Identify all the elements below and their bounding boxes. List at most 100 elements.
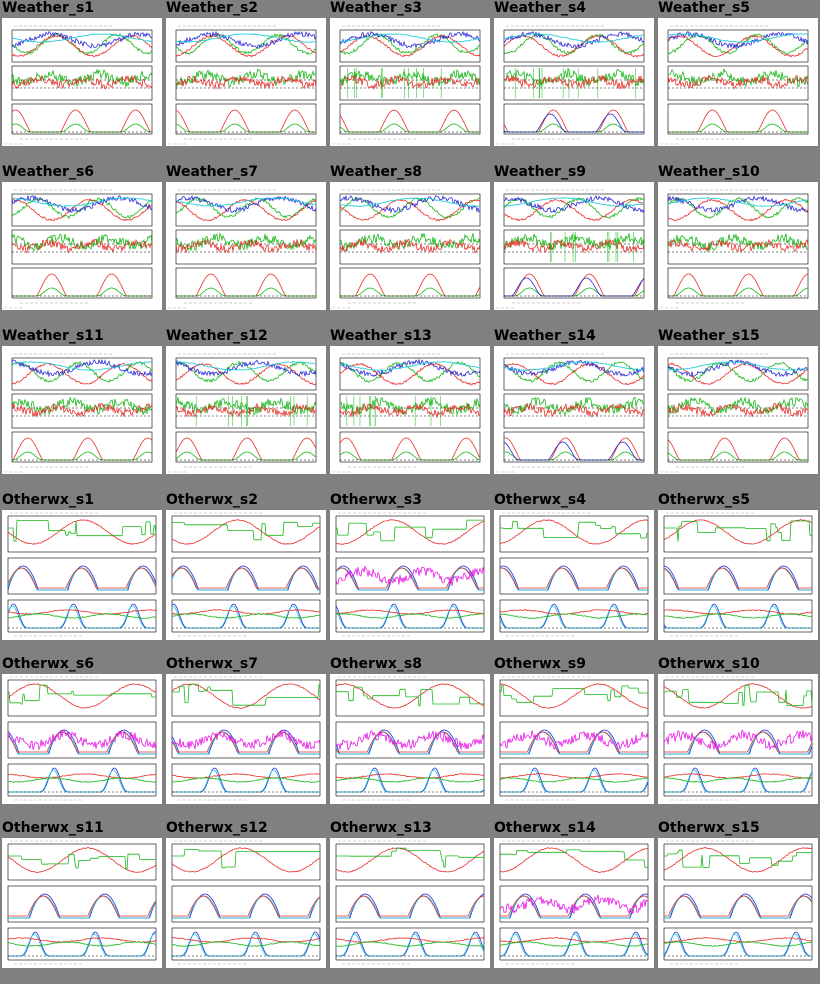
otherwx-plot: [335, 676, 485, 801]
thumbnail-title: Otherwx_s1: [2, 492, 94, 508]
otherwx-cell: Otherwx_s2: [164, 492, 328, 656]
otherwx-plot-thumbnail[interactable]: [330, 510, 490, 640]
weather-plot: [660, 353, 809, 473]
otherwx-plot: [335, 512, 485, 637]
weather-cell: Weather_s1: [0, 0, 164, 164]
weather-cell: Weather_s7: [164, 164, 328, 328]
otherwx-plot: [171, 676, 321, 801]
otherwx-plot: [499, 512, 649, 637]
otherwx-cell: Otherwx_s15: [656, 820, 820, 984]
weather-cell: Weather_s10: [656, 164, 820, 328]
otherwx-plot-thumbnail[interactable]: [166, 674, 326, 804]
weather-plot: [660, 25, 809, 145]
weather-plot-thumbnail[interactable]: [2, 182, 162, 310]
weather-plot-thumbnail[interactable]: [2, 18, 162, 146]
otherwx-cell: Otherwx_s6: [0, 656, 164, 820]
otherwx-plot-thumbnail[interactable]: [658, 838, 818, 968]
weather-plot-thumbnail[interactable]: [166, 182, 326, 310]
weather-cell: Weather_s2: [164, 0, 328, 164]
weather-plot-thumbnail[interactable]: [658, 18, 818, 146]
otherwx-plot-thumbnail[interactable]: [166, 838, 326, 968]
weather-cell: Weather_s11: [0, 328, 164, 492]
otherwx-plot-thumbnail[interactable]: [494, 510, 654, 640]
otherwx-plot-thumbnail[interactable]: [166, 510, 326, 640]
thumbnail-title: Weather_s10: [658, 164, 760, 180]
weather-plot: [496, 353, 645, 473]
otherwx-plot-thumbnail[interactable]: [658, 674, 818, 804]
otherwx-plot: [7, 512, 157, 637]
weather-cell: Weather_s8: [328, 164, 492, 328]
weather-plot: [496, 25, 645, 145]
otherwx-plot-thumbnail[interactable]: [2, 510, 162, 640]
weather-plot-thumbnail[interactable]: [330, 182, 490, 310]
weather-plot-thumbnail[interactable]: [658, 346, 818, 474]
weather-plot: [168, 189, 317, 309]
weather-plot-thumbnail[interactable]: [2, 346, 162, 474]
otherwx-cell: Otherwx_s12: [164, 820, 328, 984]
weather-plot-thumbnail[interactable]: [494, 182, 654, 310]
weather-cell: Weather_s3: [328, 0, 492, 164]
weather-plot-thumbnail[interactable]: [166, 346, 326, 474]
thumbnail-title: Weather_s6: [2, 164, 95, 180]
otherwx-cell: Otherwx_s4: [492, 492, 656, 656]
thumbnail-title: Weather_s8: [330, 164, 423, 180]
otherwx-plot-thumbnail[interactable]: [330, 838, 490, 968]
thumbnail-title: Weather_s11: [2, 328, 104, 344]
thumbnail-title: Otherwx_s4: [494, 492, 586, 508]
otherwx-plot-thumbnail[interactable]: [2, 674, 162, 804]
thumbnail-title: Weather_s3: [330, 0, 423, 16]
otherwx-cell: Otherwx_s5: [656, 492, 820, 656]
thumbnail-title: Weather_s7: [166, 164, 259, 180]
weather-plot-thumbnail[interactable]: [494, 18, 654, 146]
otherwx-plot: [7, 840, 157, 965]
otherwx-cell: Otherwx_s3: [328, 492, 492, 656]
weather-cell: Weather_s12: [164, 328, 328, 492]
weather-plot: [168, 25, 317, 145]
weather-plot-thumbnail[interactable]: [494, 346, 654, 474]
otherwx-cell: Otherwx_s14: [492, 820, 656, 984]
weather-plot: [332, 25, 481, 145]
thumbnail-title: Otherwx_s14: [494, 820, 596, 836]
weather-plot-thumbnail[interactable]: [166, 18, 326, 146]
otherwx-plot-thumbnail[interactable]: [658, 510, 818, 640]
thumbnail-title: Otherwx_s8: [330, 656, 422, 672]
weather-cell: Weather_s14: [492, 328, 656, 492]
thumbnail-title: Weather_s4: [494, 0, 587, 16]
thumbnail-title: Otherwx_s2: [166, 492, 258, 508]
thumbnail-title: Otherwx_s7: [166, 656, 258, 672]
thumbnail-title: Weather_s12: [166, 328, 268, 344]
weather-plot: [332, 353, 481, 473]
weather-plot-thumbnail[interactable]: [330, 18, 490, 146]
weather-plot-thumbnail[interactable]: [330, 346, 490, 474]
otherwx-plot: [171, 840, 321, 965]
weather-cell: Weather_s4: [492, 0, 656, 164]
otherwx-plot-thumbnail[interactable]: [330, 674, 490, 804]
otherwx-plot-thumbnail[interactable]: [2, 838, 162, 968]
thumbnail-title: Weather_s9: [494, 164, 587, 180]
otherwx-plot: [335, 840, 485, 965]
weather-plot: [496, 189, 645, 309]
thumbnail-title: Otherwx_s10: [658, 656, 760, 672]
otherwx-plot-thumbnail[interactable]: [494, 674, 654, 804]
weather-plot-thumbnail[interactable]: [658, 182, 818, 310]
otherwx-plot: [499, 676, 649, 801]
thumbnail-title: Otherwx_s11: [2, 820, 104, 836]
otherwx-cell: Otherwx_s10: [656, 656, 820, 820]
otherwx-cell: Otherwx_s7: [164, 656, 328, 820]
thumbnail-title: Otherwx_s12: [166, 820, 268, 836]
weather-cell: Weather_s15: [656, 328, 820, 492]
weather-cell: Weather_s5: [656, 0, 820, 164]
weather-cell: Weather_s9: [492, 164, 656, 328]
thumbnail-title: Otherwx_s6: [2, 656, 94, 672]
otherwx-plot-thumbnail[interactable]: [494, 838, 654, 968]
otherwx-cell: Otherwx_s13: [328, 820, 492, 984]
thumbnail-title: Weather_s2: [166, 0, 259, 16]
thumbnail-title: Weather_s5: [658, 0, 751, 16]
weather-cell: Weather_s13: [328, 328, 492, 492]
otherwx-cell: Otherwx_s8: [328, 656, 492, 820]
weather-plot: [332, 189, 481, 309]
weather-plot: [660, 189, 809, 309]
weather-cell: Weather_s6: [0, 164, 164, 328]
thumbnail-title: Weather_s1: [2, 0, 95, 16]
